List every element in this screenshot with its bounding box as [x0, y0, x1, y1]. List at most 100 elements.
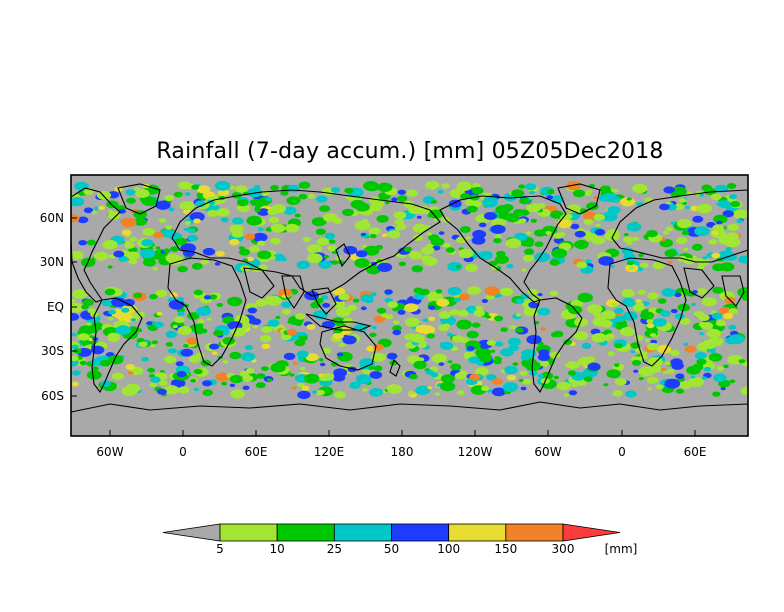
- rain-cell: [267, 208, 278, 215]
- rain-cell: [495, 250, 506, 257]
- rain-cell: [72, 289, 88, 299]
- rain-cell: [71, 313, 80, 321]
- rain-cell: [239, 248, 250, 256]
- rain-cell: [519, 370, 528, 376]
- rain-cell: [692, 215, 704, 223]
- rain-cell: [523, 248, 535, 255]
- rain-cell: [417, 357, 425, 362]
- rain-cell: [98, 205, 106, 210]
- lon-label: 60W: [96, 445, 123, 459]
- rain-cell: [259, 334, 272, 343]
- rain-cell: [275, 315, 281, 320]
- rain-cell: [189, 212, 205, 222]
- rain-cell: [183, 209, 192, 215]
- rain-cell: [151, 340, 158, 345]
- rain-cell: [406, 189, 419, 197]
- rain-cell: [323, 213, 338, 223]
- rain-cell: [334, 391, 346, 399]
- rain-cell: [168, 348, 177, 354]
- south-america-outline-2: [531, 297, 583, 394]
- rain-cell: [345, 196, 351, 200]
- rain-cell: [370, 234, 377, 239]
- rain-cell: [252, 232, 268, 242]
- rain-cell: [688, 377, 704, 387]
- rain-cell: [126, 197, 136, 204]
- rain-cell: [141, 239, 154, 247]
- rain-cell: [177, 386, 190, 394]
- rain-cell: [452, 335, 464, 343]
- lon-label: 60E: [684, 445, 707, 459]
- rain-cell: [155, 289, 168, 298]
- rain-cell: [360, 306, 367, 311]
- rain-cell: [622, 236, 634, 243]
- rain-cell: [441, 183, 450, 189]
- rain-cell: [581, 342, 592, 349]
- rain-cell: [619, 327, 635, 337]
- rain-cell: [111, 297, 127, 308]
- rain-cell: [675, 388, 685, 394]
- rain-cell: [130, 318, 137, 322]
- rain-cell: [408, 250, 423, 260]
- rain-cell: [638, 376, 644, 381]
- rain-cell: [573, 331, 589, 341]
- rain-cell: [257, 250, 272, 260]
- rain-cell: [107, 332, 120, 341]
- rain-cell: [395, 227, 401, 231]
- rain-cell: [696, 358, 707, 365]
- rain-cell: [505, 238, 522, 249]
- rain-cell: [540, 327, 547, 331]
- rain-cell: [662, 230, 669, 235]
- rain-cell: [82, 298, 94, 307]
- rain-cell: [83, 207, 94, 214]
- rain-cell: [133, 292, 143, 299]
- rain-cell: [230, 327, 246, 337]
- rain-cell: [447, 360, 453, 364]
- rain-cell: [71, 298, 76, 303]
- rain-cell: [331, 187, 341, 193]
- rain-cell: [111, 372, 125, 381]
- rain-cell: [363, 181, 379, 191]
- rain-cell: [458, 293, 471, 301]
- rain-cell: [423, 225, 431, 230]
- rain-cell: [725, 232, 739, 241]
- rain-cell: [242, 375, 254, 382]
- lon-label: 60W: [534, 445, 561, 459]
- rain-cell: [652, 318, 667, 327]
- rain-cell: [515, 313, 522, 317]
- rain-cell: [647, 292, 659, 300]
- rain-cell: [296, 350, 309, 358]
- rain-cell: [563, 393, 570, 397]
- rain-cell: [725, 246, 732, 251]
- rain-cell: [583, 218, 594, 225]
- rain-cell: [209, 343, 220, 350]
- rain-cell: [469, 373, 481, 381]
- lat-label: EQ: [47, 300, 64, 314]
- rain-cell: [177, 311, 185, 317]
- rain-cell: [298, 335, 308, 341]
- rain-cell: [466, 205, 478, 213]
- rain-cell: [537, 374, 544, 378]
- lat-label: 60N: [40, 211, 64, 225]
- rain-cell: [296, 260, 311, 270]
- rain-cell: [342, 317, 354, 325]
- rain-cell: [285, 223, 300, 233]
- rain-cell: [491, 378, 503, 385]
- rain-cell: [215, 250, 225, 257]
- rain-cell: [459, 370, 468, 376]
- rain-cell: [229, 383, 236, 387]
- rain-cell: [252, 324, 259, 329]
- rain-cell: [476, 352, 493, 363]
- rain-cell: [184, 192, 191, 196]
- rain-cell: [152, 267, 159, 271]
- rain-cell: [644, 338, 651, 342]
- antarctica-outline: [71, 401, 748, 413]
- rain-cell: [412, 223, 428, 233]
- rain-cell: [629, 266, 635, 270]
- rain-cell: [412, 234, 423, 241]
- rain-cell: [601, 211, 618, 222]
- rain-cell: [237, 199, 249, 207]
- india-outline-2: [721, 275, 745, 307]
- rain-cell: [466, 346, 475, 351]
- rain-cell: [574, 239, 589, 250]
- rain-cell: [235, 185, 248, 193]
